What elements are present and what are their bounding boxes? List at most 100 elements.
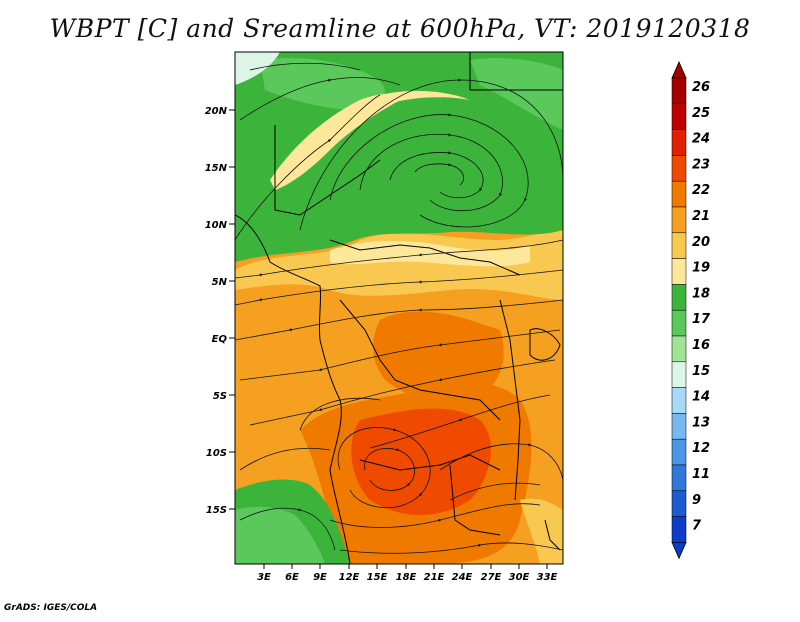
streamline xyxy=(249,359,556,426)
lon-label: 6E xyxy=(285,572,299,583)
lon-label: 30E xyxy=(509,572,530,583)
colorbar-swatch xyxy=(671,232,687,259)
colorbar-label: 25 xyxy=(692,106,710,121)
streamline xyxy=(239,77,401,121)
lat-label: 10S xyxy=(206,448,227,459)
colorbar-swatch xyxy=(671,387,687,414)
streamline xyxy=(414,163,464,186)
border-ne xyxy=(469,52,563,91)
streamline xyxy=(239,329,561,381)
border-zam xyxy=(449,464,501,536)
lat-label: EQ xyxy=(212,334,228,345)
streamline xyxy=(249,62,361,71)
colorbar-swatch xyxy=(671,335,687,363)
credit-text: GrADS: IGES/COLA xyxy=(4,603,98,613)
lon-label: 9E xyxy=(313,572,327,583)
wbpt-field-17 xyxy=(260,58,385,110)
streamline xyxy=(389,151,484,199)
lat-label: 15N xyxy=(205,163,228,174)
border-central xyxy=(329,239,521,276)
colorbar-swatch xyxy=(671,438,687,466)
streamline xyxy=(339,542,563,554)
colorbar-swatch xyxy=(671,206,687,234)
colorbar-label: 18 xyxy=(692,286,710,301)
streamline xyxy=(337,427,431,509)
streamline xyxy=(329,503,541,528)
colorbar-label: 16 xyxy=(692,338,710,353)
streamline xyxy=(449,482,541,501)
colorbar-label: 12 xyxy=(692,441,710,456)
lon-label: 3E xyxy=(257,572,271,583)
colorbar-swatch xyxy=(671,464,687,492)
streamline xyxy=(239,447,331,471)
colorbar-label: 7 xyxy=(692,519,702,534)
colorbar-label: 13 xyxy=(692,415,710,430)
streamline xyxy=(235,299,563,341)
streamline xyxy=(299,397,381,431)
colorbar-top-arrow xyxy=(671,61,687,79)
lat-label: 15S xyxy=(206,505,227,516)
lon-label: 33E xyxy=(537,572,558,583)
lon-label: 18E xyxy=(396,572,417,583)
map-field xyxy=(235,52,563,564)
wbpt-field-23 xyxy=(351,408,491,515)
lat-label: 5S xyxy=(213,391,227,402)
colorbar-label: 21 xyxy=(692,209,710,224)
colorbar-swatch xyxy=(671,155,687,182)
streamline xyxy=(329,113,529,228)
colorbar-label: 26 xyxy=(692,80,710,95)
colorbar-swatch xyxy=(671,516,687,543)
colorbar-swatch xyxy=(671,413,687,440)
lon-axis: 3E 6E 9E 12E 15E 18E 21E 24E 27E 30E 33E xyxy=(257,564,558,583)
colorbar-label: 20 xyxy=(692,235,710,250)
streamline xyxy=(235,269,563,306)
colorbar-swatch xyxy=(671,309,687,337)
lat-label: 20N xyxy=(205,106,228,117)
coast-east xyxy=(544,519,561,551)
map-frame xyxy=(234,51,564,565)
colorbar-label: 17 xyxy=(692,312,711,327)
streamline xyxy=(439,443,563,481)
streamline xyxy=(299,78,563,231)
colorbar-swatch xyxy=(671,258,687,285)
lat-label: 10N xyxy=(205,220,228,231)
streamline xyxy=(359,133,503,212)
streamlines xyxy=(235,62,563,554)
colorbar-label: 22 xyxy=(692,183,710,198)
streamline xyxy=(235,239,563,279)
colorbar-swatch xyxy=(671,180,687,208)
border-sahel xyxy=(274,125,381,216)
colorbar-swatch xyxy=(671,490,687,517)
lon-label: 21E xyxy=(424,572,445,583)
colorbar-label: 9 xyxy=(692,493,701,508)
colorbar-bottom-arrow xyxy=(671,542,687,560)
lat-label: 5N xyxy=(212,277,228,288)
lon-label: 15E xyxy=(367,572,388,583)
lon-label: 24E xyxy=(452,572,473,583)
colorbar-label: 19 xyxy=(692,261,710,276)
colorbar-label: 15 xyxy=(692,364,710,379)
wbpt-field-19b xyxy=(270,93,405,190)
streamline xyxy=(239,507,336,551)
colorbar: 26 25 24 23 22 21 20 19 18 17 16 15 14 13 12 11 9 7 xyxy=(671,61,711,560)
streamline xyxy=(364,447,415,491)
wbpt-field-17c xyxy=(235,506,325,564)
wbpt-field-19c xyxy=(380,90,470,102)
colorbar-swatch xyxy=(671,77,687,105)
colorbar-swatch xyxy=(671,361,687,388)
border-south xyxy=(359,454,501,471)
streamline xyxy=(235,94,381,241)
lat-axis: 20N 15N 10N 5N EQ 5S 10S 15S xyxy=(205,106,235,516)
chart-title: WBPT [C] and Sreamline at 600hPa, VT: 20… xyxy=(49,14,751,43)
colorbar-label: 24 xyxy=(692,132,710,147)
colorbar-swatch xyxy=(671,103,687,130)
colorbar-swatch xyxy=(671,129,687,156)
colorbar-swatch xyxy=(671,284,687,311)
border-east xyxy=(499,299,521,501)
lon-label: 12E xyxy=(339,572,360,583)
lon-label: 27E xyxy=(481,572,502,583)
colorbar-label: 23 xyxy=(692,157,710,172)
lake-victoria xyxy=(529,328,561,361)
